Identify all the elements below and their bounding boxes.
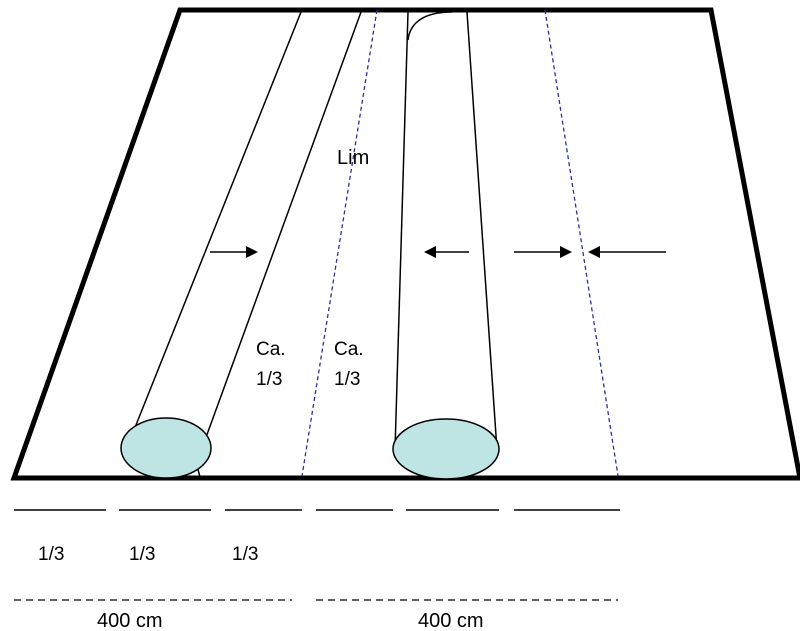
- overlap-right-label-line1: Ca.: [334, 339, 364, 360]
- glue-label: Lim: [337, 147, 369, 169]
- right-strip-curl: [407, 11, 453, 41]
- width-label-left: 400 cm: [97, 610, 163, 631]
- right-roll: [392, 418, 500, 480]
- third-label: 1/3: [38, 544, 64, 565]
- field-outline: [10, 7, 800, 481]
- third-label: 1/3: [232, 544, 258, 565]
- overlap-guide-line: [301, 9, 378, 477]
- left-strip-edge: [204, 11, 362, 441]
- arrow-right-icon: [514, 246, 572, 258]
- right-strip-edge: [466, 11, 498, 451]
- arrow-right-icon: [210, 246, 258, 258]
- third-label: 1/3: [129, 544, 155, 565]
- overlap-right-label-line2: 1/3: [334, 369, 360, 390]
- left-strip-edge: [129, 11, 302, 441]
- overlap-left-label-line1: Ca.: [256, 339, 286, 360]
- arrow-left-icon: [424, 246, 469, 258]
- right-strip-edge: [394, 11, 409, 451]
- width-label-right: 400 cm: [418, 610, 484, 631]
- overlap-left-label-line2: 1/3: [256, 369, 282, 390]
- overlap-guide-line: [544, 9, 619, 477]
- arrow-left-icon: [588, 246, 666, 258]
- left-roll: [120, 417, 212, 479]
